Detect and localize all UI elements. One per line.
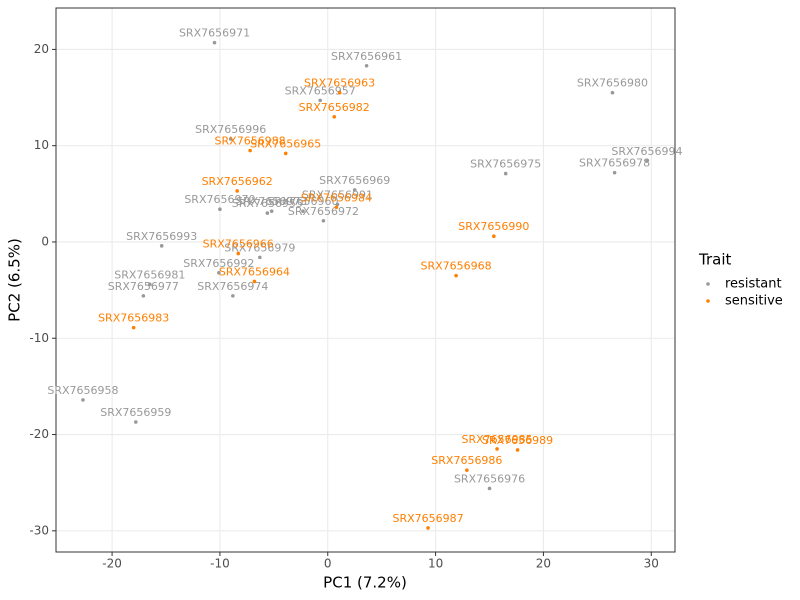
point (131, 325, 136, 330)
point (235, 189, 239, 193)
point-label: SRX7656994 (611, 145, 682, 158)
point-label: SRX7656986 (431, 454, 502, 467)
point-label: SRX7656957 (285, 84, 356, 97)
point (515, 448, 520, 452)
point-label: SRX7656982 (299, 101, 370, 114)
point-label: SRX7656990 (458, 220, 529, 233)
point (248, 148, 252, 153)
point-label: SRX7656971 (179, 27, 250, 40)
legend-key (706, 299, 710, 303)
point-label: SRX7656966 (203, 238, 274, 251)
point-label: SRX7656960 (267, 195, 338, 208)
x-tick-label: 20 (536, 557, 551, 571)
point (454, 273, 458, 278)
y-tick-label: 20 (34, 42, 49, 56)
point (337, 90, 342, 95)
point-label: SRX7656968 (421, 260, 492, 273)
point (426, 526, 430, 530)
point-label: SRX7656983 (98, 312, 169, 325)
point-label: SRX7656993 (126, 230, 197, 243)
point (645, 159, 649, 163)
point-label: SRX7656972 (288, 205, 359, 218)
point-label: SRX7656979 (224, 241, 295, 254)
point (231, 294, 235, 298)
point (217, 270, 221, 275)
point-label: SRX7656992 (183, 257, 254, 270)
point (134, 420, 138, 424)
point (159, 244, 164, 248)
panel (56, 8, 675, 552)
point (252, 279, 257, 284)
point-label: SRX7656974 (197, 280, 268, 293)
point-label: SRX7656964 (219, 265, 290, 278)
point-label: SRX7656962 (202, 175, 273, 188)
point (236, 251, 241, 256)
point (218, 207, 222, 212)
point (301, 209, 305, 213)
legend-key (706, 282, 710, 286)
point (465, 468, 469, 472)
panel-border (55, 7, 676, 553)
point-label: SRX7656978 (579, 157, 650, 170)
point-label: SRX7656977 (108, 280, 179, 293)
point-label: SRX7656959 (100, 406, 171, 419)
legend-label: sensitive (725, 294, 783, 309)
y-tick-label: -30 (29, 523, 49, 537)
point-label: SRX7656989 (482, 434, 553, 447)
point (487, 486, 492, 491)
point (612, 170, 617, 175)
point-label: SRX7656980 (577, 77, 648, 90)
point-label: SRX7656976 (454, 472, 525, 485)
point-label: SRX7656988 (215, 134, 286, 147)
point-label: SRX7656970 (184, 193, 255, 206)
point-label: SRX7656958 (47, 384, 118, 397)
y-tick-label: 0 (41, 234, 49, 248)
point-label: SRX7656985 (461, 433, 532, 446)
point (495, 447, 499, 451)
legend-title: Trait (698, 251, 731, 269)
x-tick-label: -20 (102, 557, 122, 571)
point (352, 188, 357, 192)
point-label: SRX7656969 (319, 174, 390, 187)
legend-label: resistant (725, 277, 782, 292)
x-tick-label: 0 (324, 557, 332, 571)
x-tick-label: 30 (644, 557, 659, 571)
point (148, 282, 152, 287)
x-tick-label: -10 (210, 557, 230, 571)
point (81, 398, 85, 402)
x-axis-label: PC1 (7.2%) (323, 574, 407, 592)
point-label: SRX7656965 (250, 137, 321, 150)
point (141, 294, 146, 298)
y-tick-label: -10 (29, 331, 49, 345)
point-label: SRX7656981 (114, 268, 185, 281)
point (212, 40, 217, 45)
y-tick-label: 10 (34, 138, 49, 152)
point-label: SRX7656955 (232, 197, 303, 210)
point-label: SRX7656975 (470, 158, 541, 171)
point-label: SRX7656973 (236, 195, 307, 208)
point (269, 209, 274, 213)
point (228, 137, 233, 141)
point (321, 218, 326, 223)
point (332, 115, 337, 119)
point (283, 151, 288, 156)
point-label: SRX7656996 (195, 123, 266, 136)
point-label: SRX7656984 (301, 191, 372, 204)
point (492, 234, 496, 238)
point (258, 255, 262, 260)
y-tick-label: -20 (29, 427, 49, 441)
point (610, 90, 615, 95)
point (318, 98, 323, 103)
x-tick-label: 10 (428, 557, 443, 571)
point-label: SRX7656963 (304, 77, 375, 90)
y-axis-label: PC2 (6.5%) (6, 238, 24, 322)
point (335, 202, 340, 207)
point (334, 205, 339, 210)
point-label: SRX7656987 (392, 512, 463, 525)
point (364, 63, 369, 68)
point (265, 211, 270, 215)
point-label: SRX7656961 (331, 50, 402, 63)
point (503, 171, 508, 176)
